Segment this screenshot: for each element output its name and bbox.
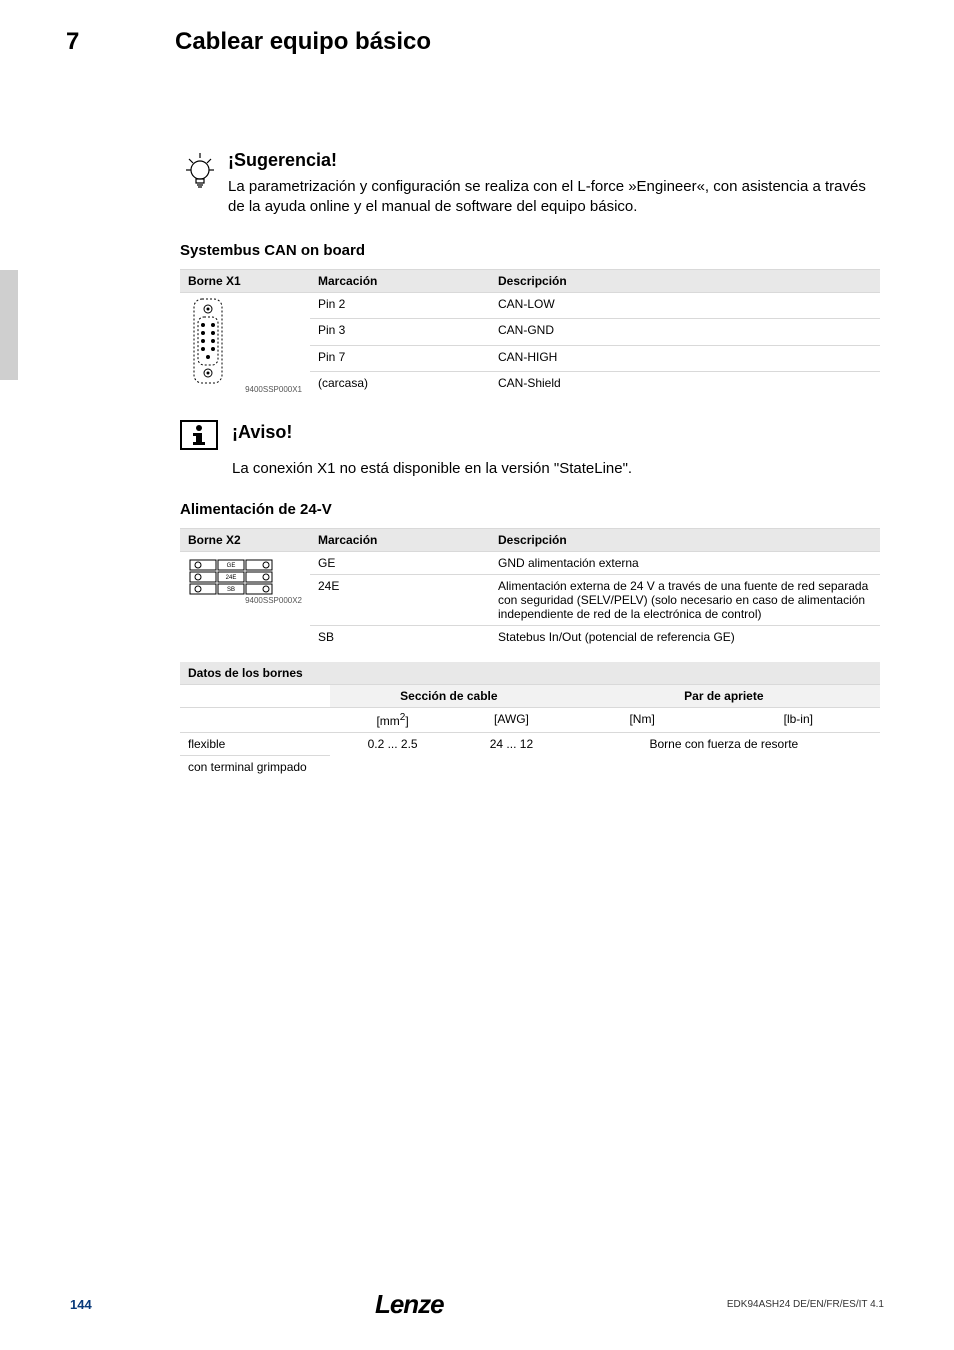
val-awg: 24 ... 12 xyxy=(455,732,568,778)
val-spring: Borne con fuerza de resorte xyxy=(568,732,880,778)
svg-text:SB: SB xyxy=(227,587,235,593)
content-area: ¡Sugerencia! La parametrización y config… xyxy=(180,150,880,778)
svg-text:GE: GE xyxy=(227,563,236,569)
v24-col1: Borne X2 xyxy=(180,528,310,551)
footer: 144 Lenze EDK94ASH24 DE/EN/FR/ES/IT 4.1 xyxy=(0,1289,954,1320)
can-heading: Systembus CAN on board xyxy=(180,242,880,259)
note-text: La conexión X1 no está disponible en la … xyxy=(232,460,880,477)
tip-title: ¡Sugerencia! xyxy=(228,150,880,171)
unit-lbin: [lb-in] xyxy=(717,707,880,732)
can-col1: Borne X1 xyxy=(180,269,310,292)
v24-connector-cell: GE 24E SB 9400SSP000X2 xyxy=(180,551,310,648)
side-tab xyxy=(0,270,18,380)
row-flexible: flexible xyxy=(180,732,330,755)
v24-img-label: 9400SSP000X2 xyxy=(188,596,302,605)
page-number: 144 xyxy=(70,1297,92,1312)
tip-text: La parametrización y configuración se re… xyxy=(228,177,880,218)
row-grimpado: con terminal grimpado xyxy=(180,755,330,778)
note-title: ¡Aviso! xyxy=(232,422,292,443)
can-col3: Descripción xyxy=(490,269,880,292)
chapter-number: 7 xyxy=(66,28,79,56)
can-r1-mark: Pin 3 xyxy=(310,319,490,346)
termdata-heading: Datos de los bornes xyxy=(180,662,880,685)
unit-awg: [AWG] xyxy=(455,707,568,732)
can-table: Borne X1 Marcación Descripción xyxy=(180,269,880,398)
v24-r2-desc: Statebus In/Out (potencial de referencia… xyxy=(490,625,880,648)
can-col2: Marcación xyxy=(310,269,490,292)
can-r2-desc: CAN-HIGH xyxy=(490,345,880,372)
can-r0-desc: CAN-LOW xyxy=(490,292,880,319)
can-r0-mark: Pin 2 xyxy=(310,292,490,319)
v24-r0-mark: GE xyxy=(310,551,490,574)
can-r2-mark: Pin 7 xyxy=(310,345,490,372)
info-icon xyxy=(180,420,218,450)
v24-col2: Marcación xyxy=(310,528,490,551)
v24-table: Borne X2 Marcación Descripción GE 24E SB xyxy=(180,528,880,648)
doc-code: EDK94ASH24 DE/EN/FR/ES/IT 4.1 xyxy=(727,1299,884,1310)
termdata-parapriete: Par de apriete xyxy=(568,684,880,707)
terminal-data-table: Datos de los bornes Sección de cable Par… xyxy=(180,662,880,778)
chapter-title: Cablear equipo básico xyxy=(175,28,431,56)
can-r3-mark: (carcasa) xyxy=(310,372,490,398)
v24-r2-mark: SB xyxy=(310,625,490,648)
tip-block: ¡Sugerencia! La parametrización y config… xyxy=(180,150,880,218)
val-mm2: 0.2 ... 2.5 xyxy=(330,732,455,778)
svg-text:24E: 24E xyxy=(226,575,237,581)
can-r1-desc: CAN-GND xyxy=(490,319,880,346)
can-connector-cell: 9400SSP000X1 xyxy=(180,292,310,398)
v24-heading: Alimentación de 24-V xyxy=(180,501,880,518)
v24-r1-desc: Alimentación externa de 24 V a través de… xyxy=(490,574,880,625)
v24-r0-desc: GND alimentación externa xyxy=(490,551,880,574)
unit-nm: [Nm] xyxy=(568,707,717,732)
lightbulb-icon xyxy=(180,150,228,199)
lenze-logo: Lenze xyxy=(375,1289,444,1320)
termdata-seccable: Sección de cable xyxy=(330,684,568,707)
v24-col3: Descripción xyxy=(490,528,880,551)
unit-mm2: [mm2] xyxy=(330,707,455,732)
v24-r1-mark: 24E xyxy=(310,574,490,625)
can-img-label: 9400SSP000X1 xyxy=(188,385,302,394)
note-block: ¡Aviso! xyxy=(180,420,880,450)
can-r3-desc: CAN-Shield xyxy=(490,372,880,398)
